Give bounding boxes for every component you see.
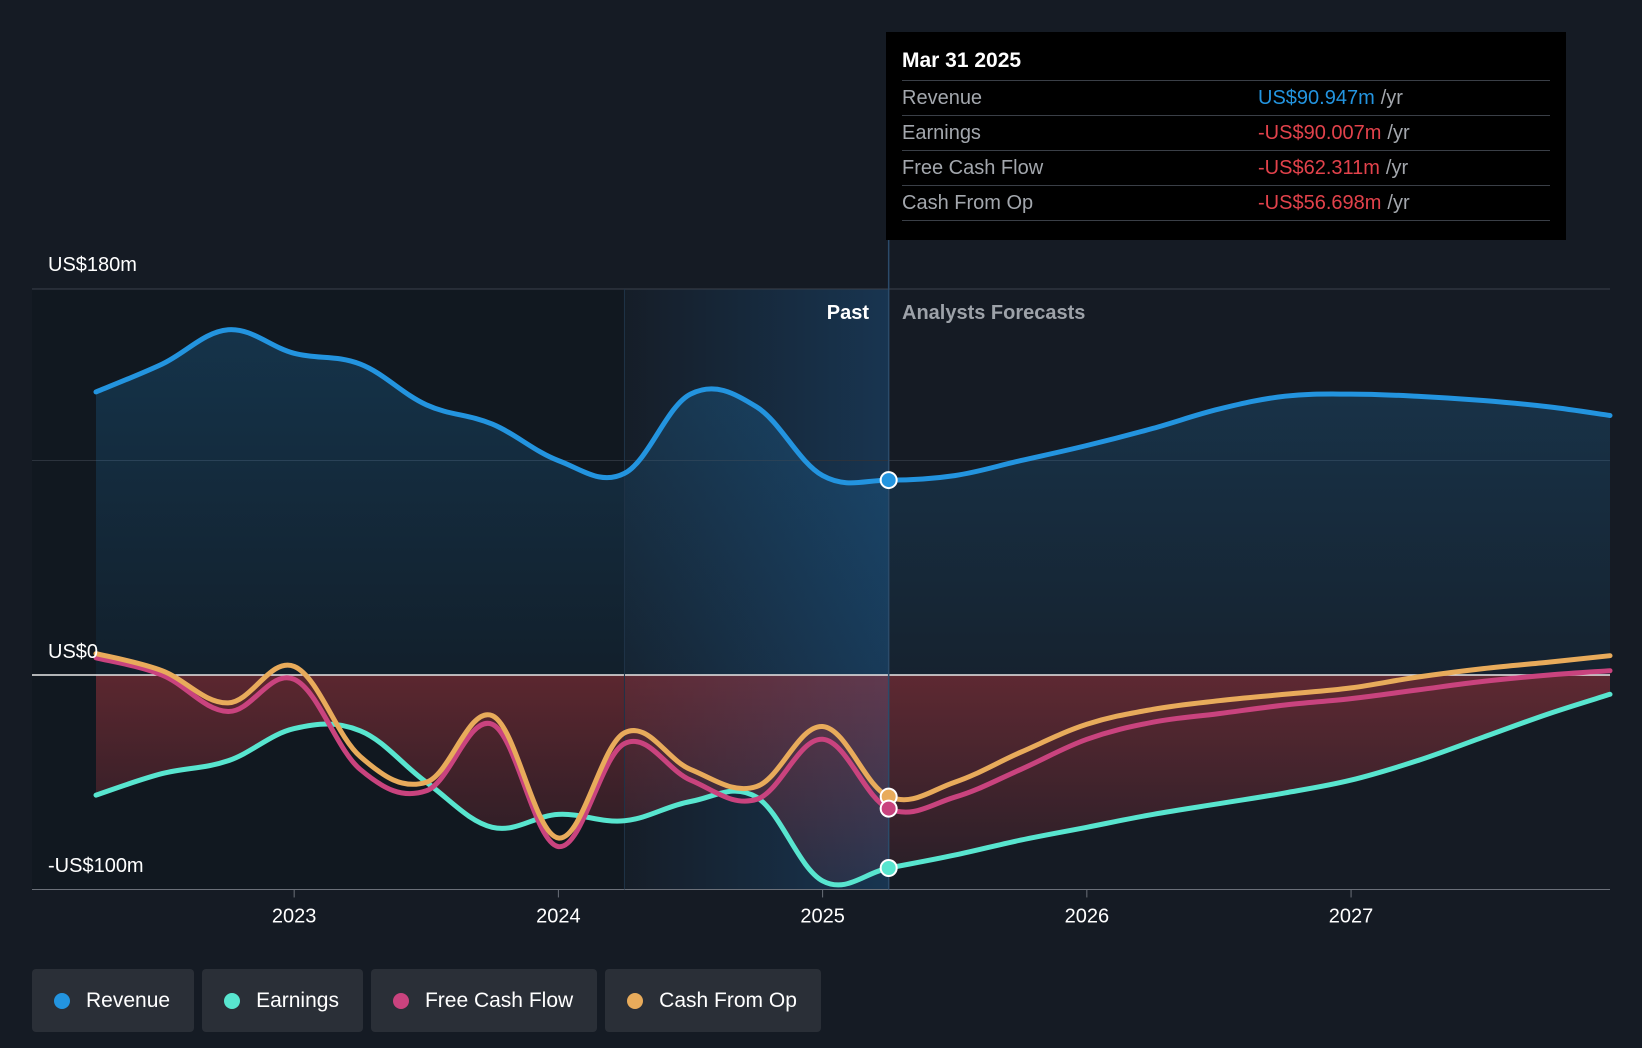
legend-label: Cash From Op <box>659 988 797 1012</box>
tooltip-row-earnings: Earnings -US$90.007m/yr <box>902 116 1550 151</box>
legend-dot-icon <box>54 992 70 1009</box>
x-tick-label: 2026 <box>1065 905 1110 927</box>
tooltip-value: -US$56.698m <box>1258 192 1382 214</box>
free-cash-flow-marker[interactable] <box>879 799 898 818</box>
x-tick-label: 2023 <box>272 905 317 927</box>
legend: Revenue Earnings Free Cash Flow Cash From O… <box>32 969 821 1032</box>
legend-dot-icon <box>392 992 409 1009</box>
cash-from-op-line[interactable] <box>93 651 1613 841</box>
tooltip-row-free-cash-flow: Free Cash Flow -US$62.311m/yr <box>902 151 1550 186</box>
tooltip-label: Revenue <box>902 87 983 109</box>
earnings-marker[interactable] <box>879 859 898 877</box>
tooltip-unit: /yr <box>1380 87 1403 109</box>
earnings-line[interactable] <box>93 691 1613 888</box>
legend-item-revenue[interactable]: Revenue <box>32 969 195 1032</box>
tooltip-unit: /yr <box>1387 122 1410 144</box>
legend-item-free-cash-flow[interactable]: Free Cash Flow <box>370 969 598 1032</box>
tooltip: Mar 31 2025 Revenue US$90.947m/yr Earnings… <box>886 32 1566 240</box>
tooltip-value: US$90.947m <box>1258 87 1375 109</box>
tooltip-label: Free Cash Flow <box>902 157 1044 179</box>
revenue-area <box>96 329 1610 675</box>
revenue-line[interactable] <box>93 327 1613 486</box>
tooltip-value: -US$62.311m <box>1258 157 1380 179</box>
tooltip-row-cash-from-op: Cash From Op -US$56.698m/yr <box>902 186 1550 221</box>
y-label-bottom: -US$100m <box>48 855 144 877</box>
legend-dot-icon <box>224 992 241 1009</box>
y-label-top: US$180m <box>48 254 137 276</box>
legend-label: Revenue <box>86 988 171 1012</box>
tooltip-label: Earnings <box>902 122 981 144</box>
revenue-marker[interactable] <box>879 471 898 490</box>
tooltip-row-revenue: Revenue US$90.947m/yr <box>902 81 1550 116</box>
tooltip-date: Mar 31 2025 <box>902 46 1550 81</box>
legend-item-cash-from-op[interactable]: Cash From Op <box>605 969 821 1032</box>
legend-label: Free Cash Flow <box>424 988 574 1012</box>
tooltip-value: -US$90.007m <box>1258 122 1382 144</box>
free-cash-flow-line[interactable] <box>93 655 1613 850</box>
x-tick-label: 2025 <box>800 905 845 927</box>
legend-label: Earnings <box>256 988 339 1012</box>
past-label: Past <box>827 302 870 324</box>
x-tick-label: 2027 <box>1329 905 1374 927</box>
chart-area: 2023 2024 2025 2026 2027 US$180m US$0 -US$10… <box>32 240 1613 927</box>
legend-dot-icon <box>627 992 644 1009</box>
x-tick-label: 2024 <box>536 905 581 927</box>
tooltip-unit: /yr <box>1385 157 1409 179</box>
tooltip-label: Cash From Op <box>902 192 1034 214</box>
forecast-label: Analysts Forecasts <box>902 302 1085 324</box>
y-label-zero: US$0 <box>48 641 98 663</box>
tooltip-unit: /yr <box>1387 192 1410 214</box>
legend-item-earnings[interactable]: Earnings <box>202 969 363 1032</box>
